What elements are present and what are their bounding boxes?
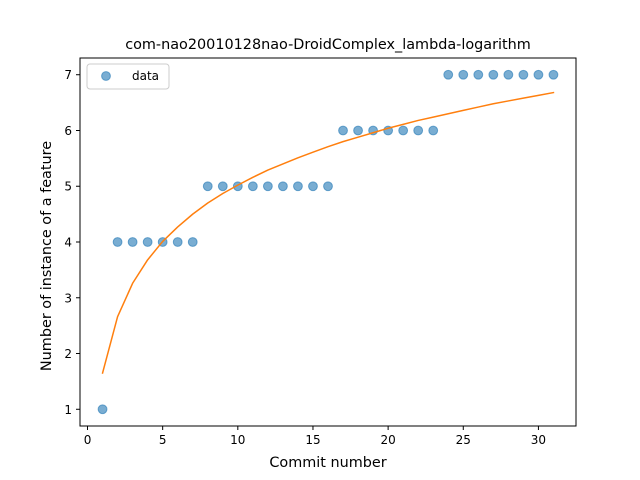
- y-tick-label: 2: [64, 347, 72, 361]
- y-tick-label: 5: [64, 180, 72, 194]
- data-point: [127, 237, 138, 247]
- data-point: [262, 181, 273, 192]
- data-point: [293, 181, 303, 192]
- data-point: [548, 69, 559, 80]
- data-point: [323, 181, 333, 192]
- data-point: [112, 237, 123, 247]
- data-point: [97, 404, 108, 415]
- data-point: [187, 237, 198, 247]
- y-tick-label: 1: [64, 403, 72, 417]
- plot-area: [97, 69, 559, 415]
- data-point: [338, 125, 348, 136]
- data-point: [533, 69, 544, 80]
- data-point: [247, 181, 258, 192]
- data-point: [443, 69, 454, 80]
- data-point: [488, 69, 499, 80]
- data-point: [413, 125, 424, 136]
- data-point: [278, 181, 288, 192]
- data-point: [142, 237, 153, 247]
- y-tick-label: 7: [64, 68, 72, 82]
- x-tick-label: 10: [230, 433, 245, 447]
- y-tick-label: 4: [64, 236, 72, 250]
- legend-box: [86, 63, 170, 90]
- data-point: [217, 181, 228, 192]
- data-point: [202, 181, 213, 192]
- x-tick-label: 5: [159, 433, 167, 447]
- y-tick-label: 6: [64, 124, 72, 138]
- legend-label-data: data: [132, 69, 159, 83]
- data-point: [458, 69, 469, 80]
- x-tick-label: 0: [84, 433, 92, 447]
- data-point: [503, 69, 514, 80]
- data-point: [473, 69, 484, 80]
- fit-line: [101, 91, 555, 374]
- x-axis-label: Commit number: [269, 455, 386, 471]
- x-tick-label: 30: [531, 433, 546, 447]
- y-axis-label: Number of instance of a feature: [39, 141, 55, 371]
- axis-ticks: 0 5 10 15 20 25 30 1 2 3 4 5 6 7: [64, 68, 546, 447]
- data-point: [353, 125, 363, 136]
- data-point: [518, 69, 529, 80]
- x-tick-label: 20: [380, 433, 395, 447]
- x-tick-label: 15: [305, 433, 320, 447]
- x-tick-label: 25: [456, 433, 471, 447]
- chart-title: com-nao20010128nao-DroidComplex_lambda-l…: [125, 37, 531, 53]
- data-point: [428, 125, 439, 136]
- legend-marker: [101, 71, 111, 81]
- legend: data: [86, 63, 170, 90]
- axes-frame: [79, 57, 577, 427]
- data-point: [308, 181, 318, 192]
- data-point: [172, 237, 183, 247]
- y-tick-label: 3: [64, 291, 72, 305]
- data-point: [398, 125, 409, 136]
